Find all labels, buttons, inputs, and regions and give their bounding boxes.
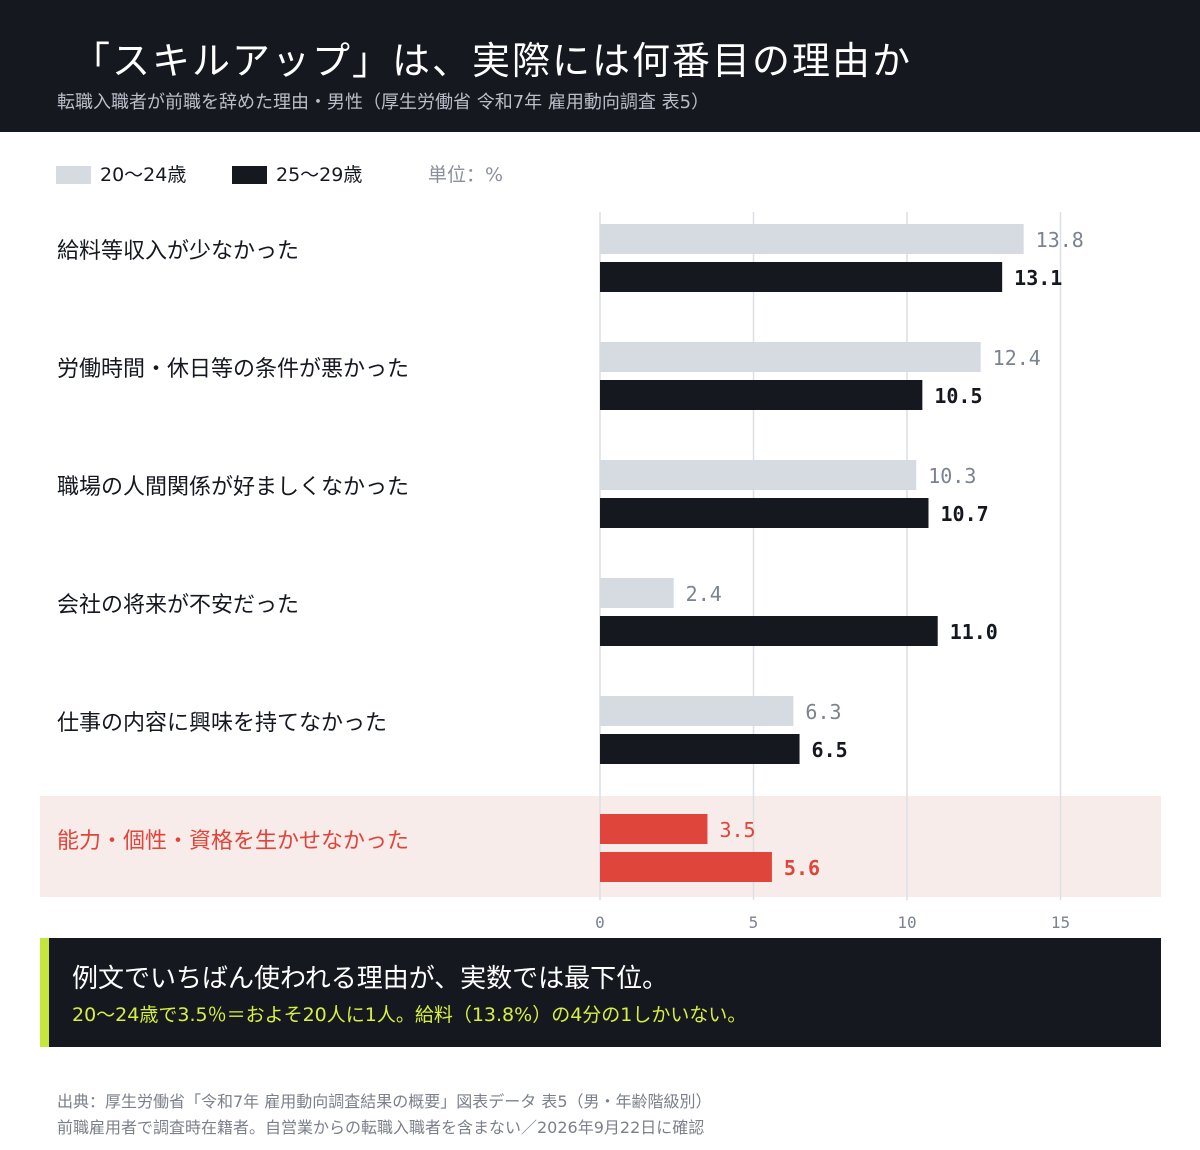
x-tick-label-1: 5 [749,913,759,932]
value-label-series2: 10.5 [934,384,982,408]
value-label-series2: 10.7 [940,502,988,526]
category-label: 能力・個性・資格を生かせなかった [57,829,409,854]
page-subtitle: 転職入職者が前職を辞めた理由・男性（厚生労働省 令和7年 雇用動向調査 表5） [57,92,710,113]
x-tick-label-2: 10 [897,913,916,932]
source-line-1: 出典：厚生労働省「令和7年 雇用動向調査結果の概要」図表データ 表5（男・年齢階… [57,1092,712,1111]
bar-series2 [600,262,1003,292]
value-label-series1: 12.4 [993,346,1041,370]
bar-series2 [600,734,800,764]
header: 「スキルアップ」は、実際には何番目の理由か 転職入職者が前職を辞めた理由・男性（… [0,0,1200,132]
value-label-series2: 11.0 [950,620,998,644]
bar-chart: 給料等収入が少なかった 13.8 13.1 労働時間・休日等の条件が悪かった 12.4 1… [40,212,1161,932]
source-line-2: 前職雇用者で調査時在籍者。自営業からの転職入職者を含まない／2026年9月22日… [57,1118,705,1137]
value-label-series2: 13.1 [1014,266,1062,290]
value-label-series2: 5.6 [784,856,820,880]
bar-series1 [600,224,1024,254]
bar-series1 [600,696,794,726]
bar-series1 [600,342,981,372]
unit-label: 単位：% [428,164,504,186]
bar-series1 [600,578,674,608]
x-tick-label-3: 15 [1051,913,1070,932]
bar-series2 [600,852,772,882]
bar-series2 [600,380,923,410]
x-tick-label-0: 0 [595,913,605,932]
bar-series1 [600,814,708,844]
value-label-series1: 6.3 [805,700,841,724]
legend-label-series1: 20〜24歳 [100,164,187,186]
page-title: 「スキルアップ」は、実際には何番目の理由か [72,39,913,83]
bar-series2 [600,498,929,528]
value-label-series1: 10.3 [928,464,976,488]
legend-swatch-series2 [232,166,267,184]
category-label: 労働時間・休日等の条件が悪かった [57,357,409,382]
category-label: 仕事の内容に興味を持てなかった [57,711,387,736]
bar-series1 [600,460,917,490]
category-label: 職場の人間関係が好ましくなかった [57,475,409,500]
value-label-series2: 6.5 [812,738,848,762]
callout-box: 例文でいちばん使われる理由が、実数では最下位。 20〜24歳で3.5％＝およそ2… [40,938,1161,1047]
category-label: 会社の将来が不安だった [57,593,299,618]
value-label-series1: 2.4 [686,582,722,606]
value-label-series1: 3.5 [719,818,755,842]
value-label-series1: 13.8 [1036,228,1084,252]
legend-swatch-series1 [56,166,91,184]
category-label: 給料等収入が少なかった [57,239,299,264]
callout-headline: 例文でいちばん使われる理由が、実数では最下位。 [72,964,669,994]
legend-label-series2: 25〜29歳 [276,164,363,186]
bar-series2 [600,616,938,646]
callout-detail: 20〜24歳で3.5％＝およそ20人に1人。給料（13.8%）の4分の1しかいな… [72,1004,747,1026]
callout-accent-bar [40,938,49,1047]
